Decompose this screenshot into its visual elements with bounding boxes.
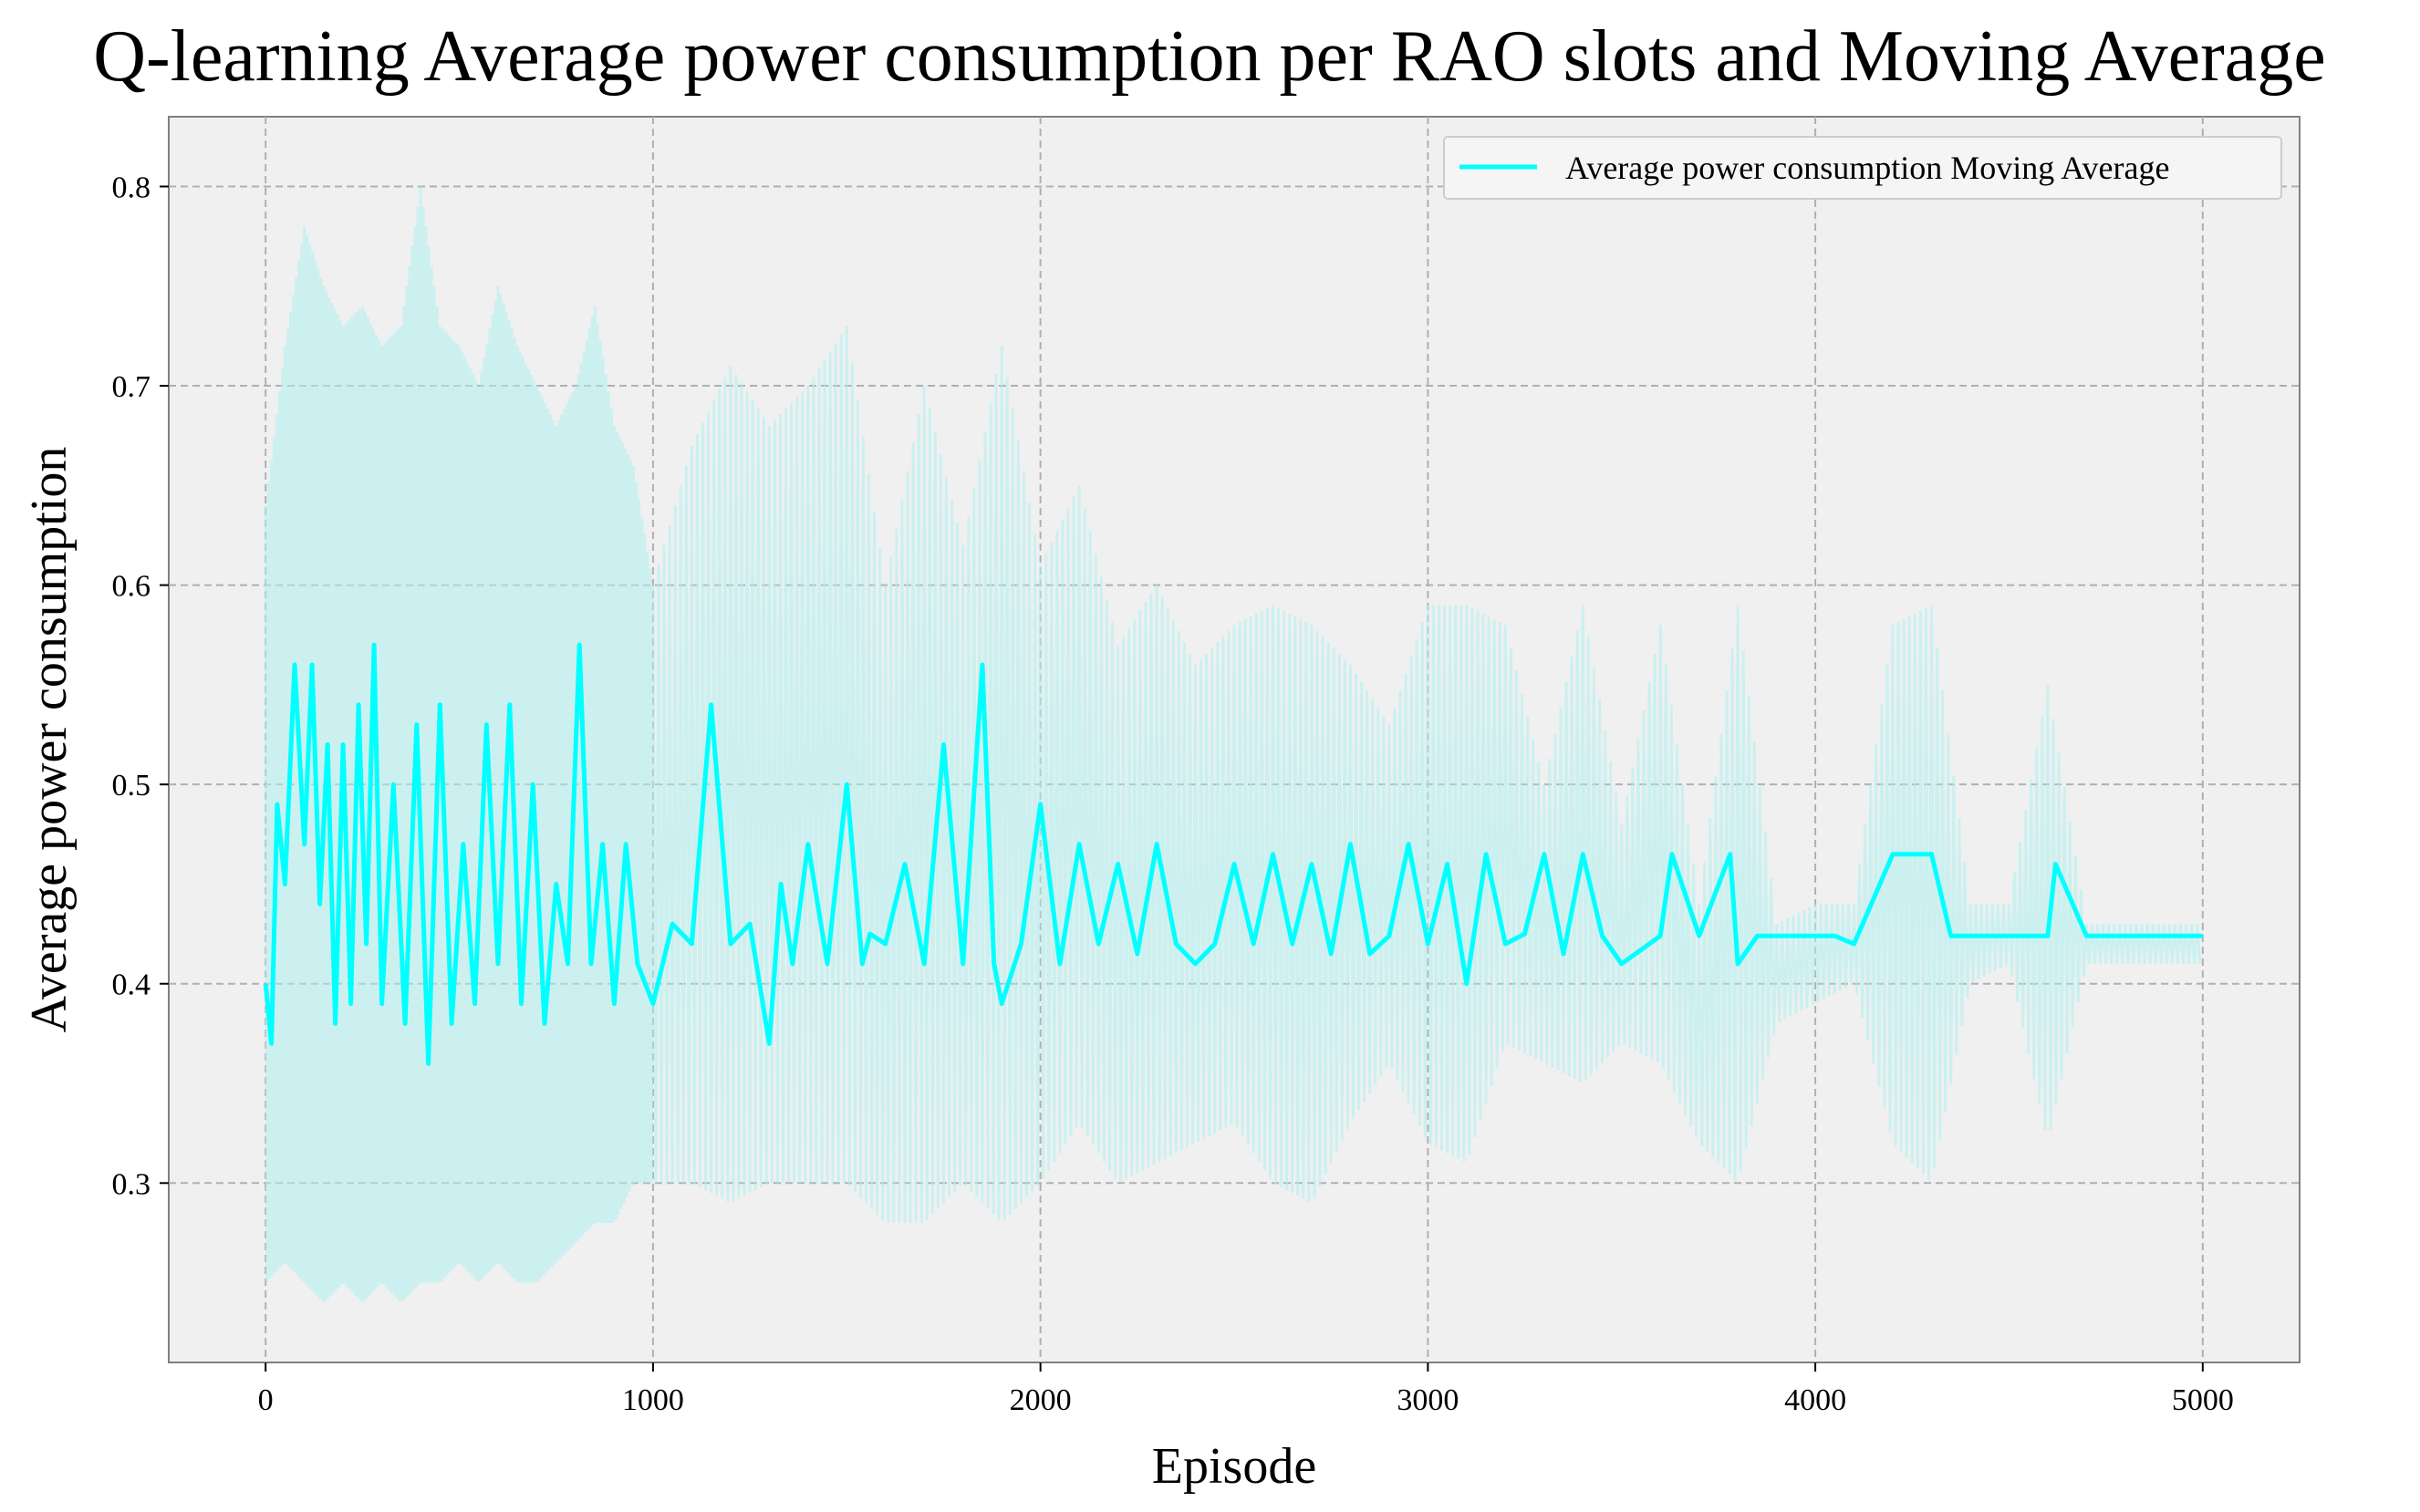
raw-series-line — [264, 186, 2202, 1301]
x-tick-label: 3000 — [1397, 1383, 1459, 1417]
raw-series — [264, 186, 2202, 1301]
x-tick-label: 5000 — [2172, 1383, 2234, 1417]
y-tick-label: 0.8 — [112, 171, 151, 204]
x-tick-label: 2000 — [1010, 1383, 1072, 1417]
legend-box — [1443, 136, 2282, 200]
y-tick-label: 0.4 — [112, 968, 151, 1002]
moving-average-line — [263, 642, 2203, 1066]
axis-ticks: 0 1000 2000 3000 4000 5000 0.3 0.4 0.5 0.6 0.7 0.8 — [112, 171, 2234, 1417]
legend: Average power consumption Moving Average — [1443, 136, 2282, 200]
y-tick-label: 0.7 — [112, 370, 151, 404]
x-tick-label: 0 — [258, 1383, 274, 1417]
x-tick-label: 1000 — [622, 1383, 684, 1417]
x-tick-label: 4000 — [1784, 1383, 1846, 1417]
y-tick-label: 0.3 — [112, 1167, 151, 1201]
chart-title: Q-learning Average power consumption per… — [93, 16, 2326, 97]
legend-label: Average power consumption Moving Average — [1565, 150, 2169, 186]
y-tick-label: 0.5 — [112, 769, 151, 803]
y-axis-label: Average power consumption — [21, 447, 78, 1033]
y-tick-label: 0.6 — [112, 570, 151, 604]
moving-average-series — [263, 642, 2203, 1066]
x-axis-label: Episode — [1152, 1438, 1316, 1495]
